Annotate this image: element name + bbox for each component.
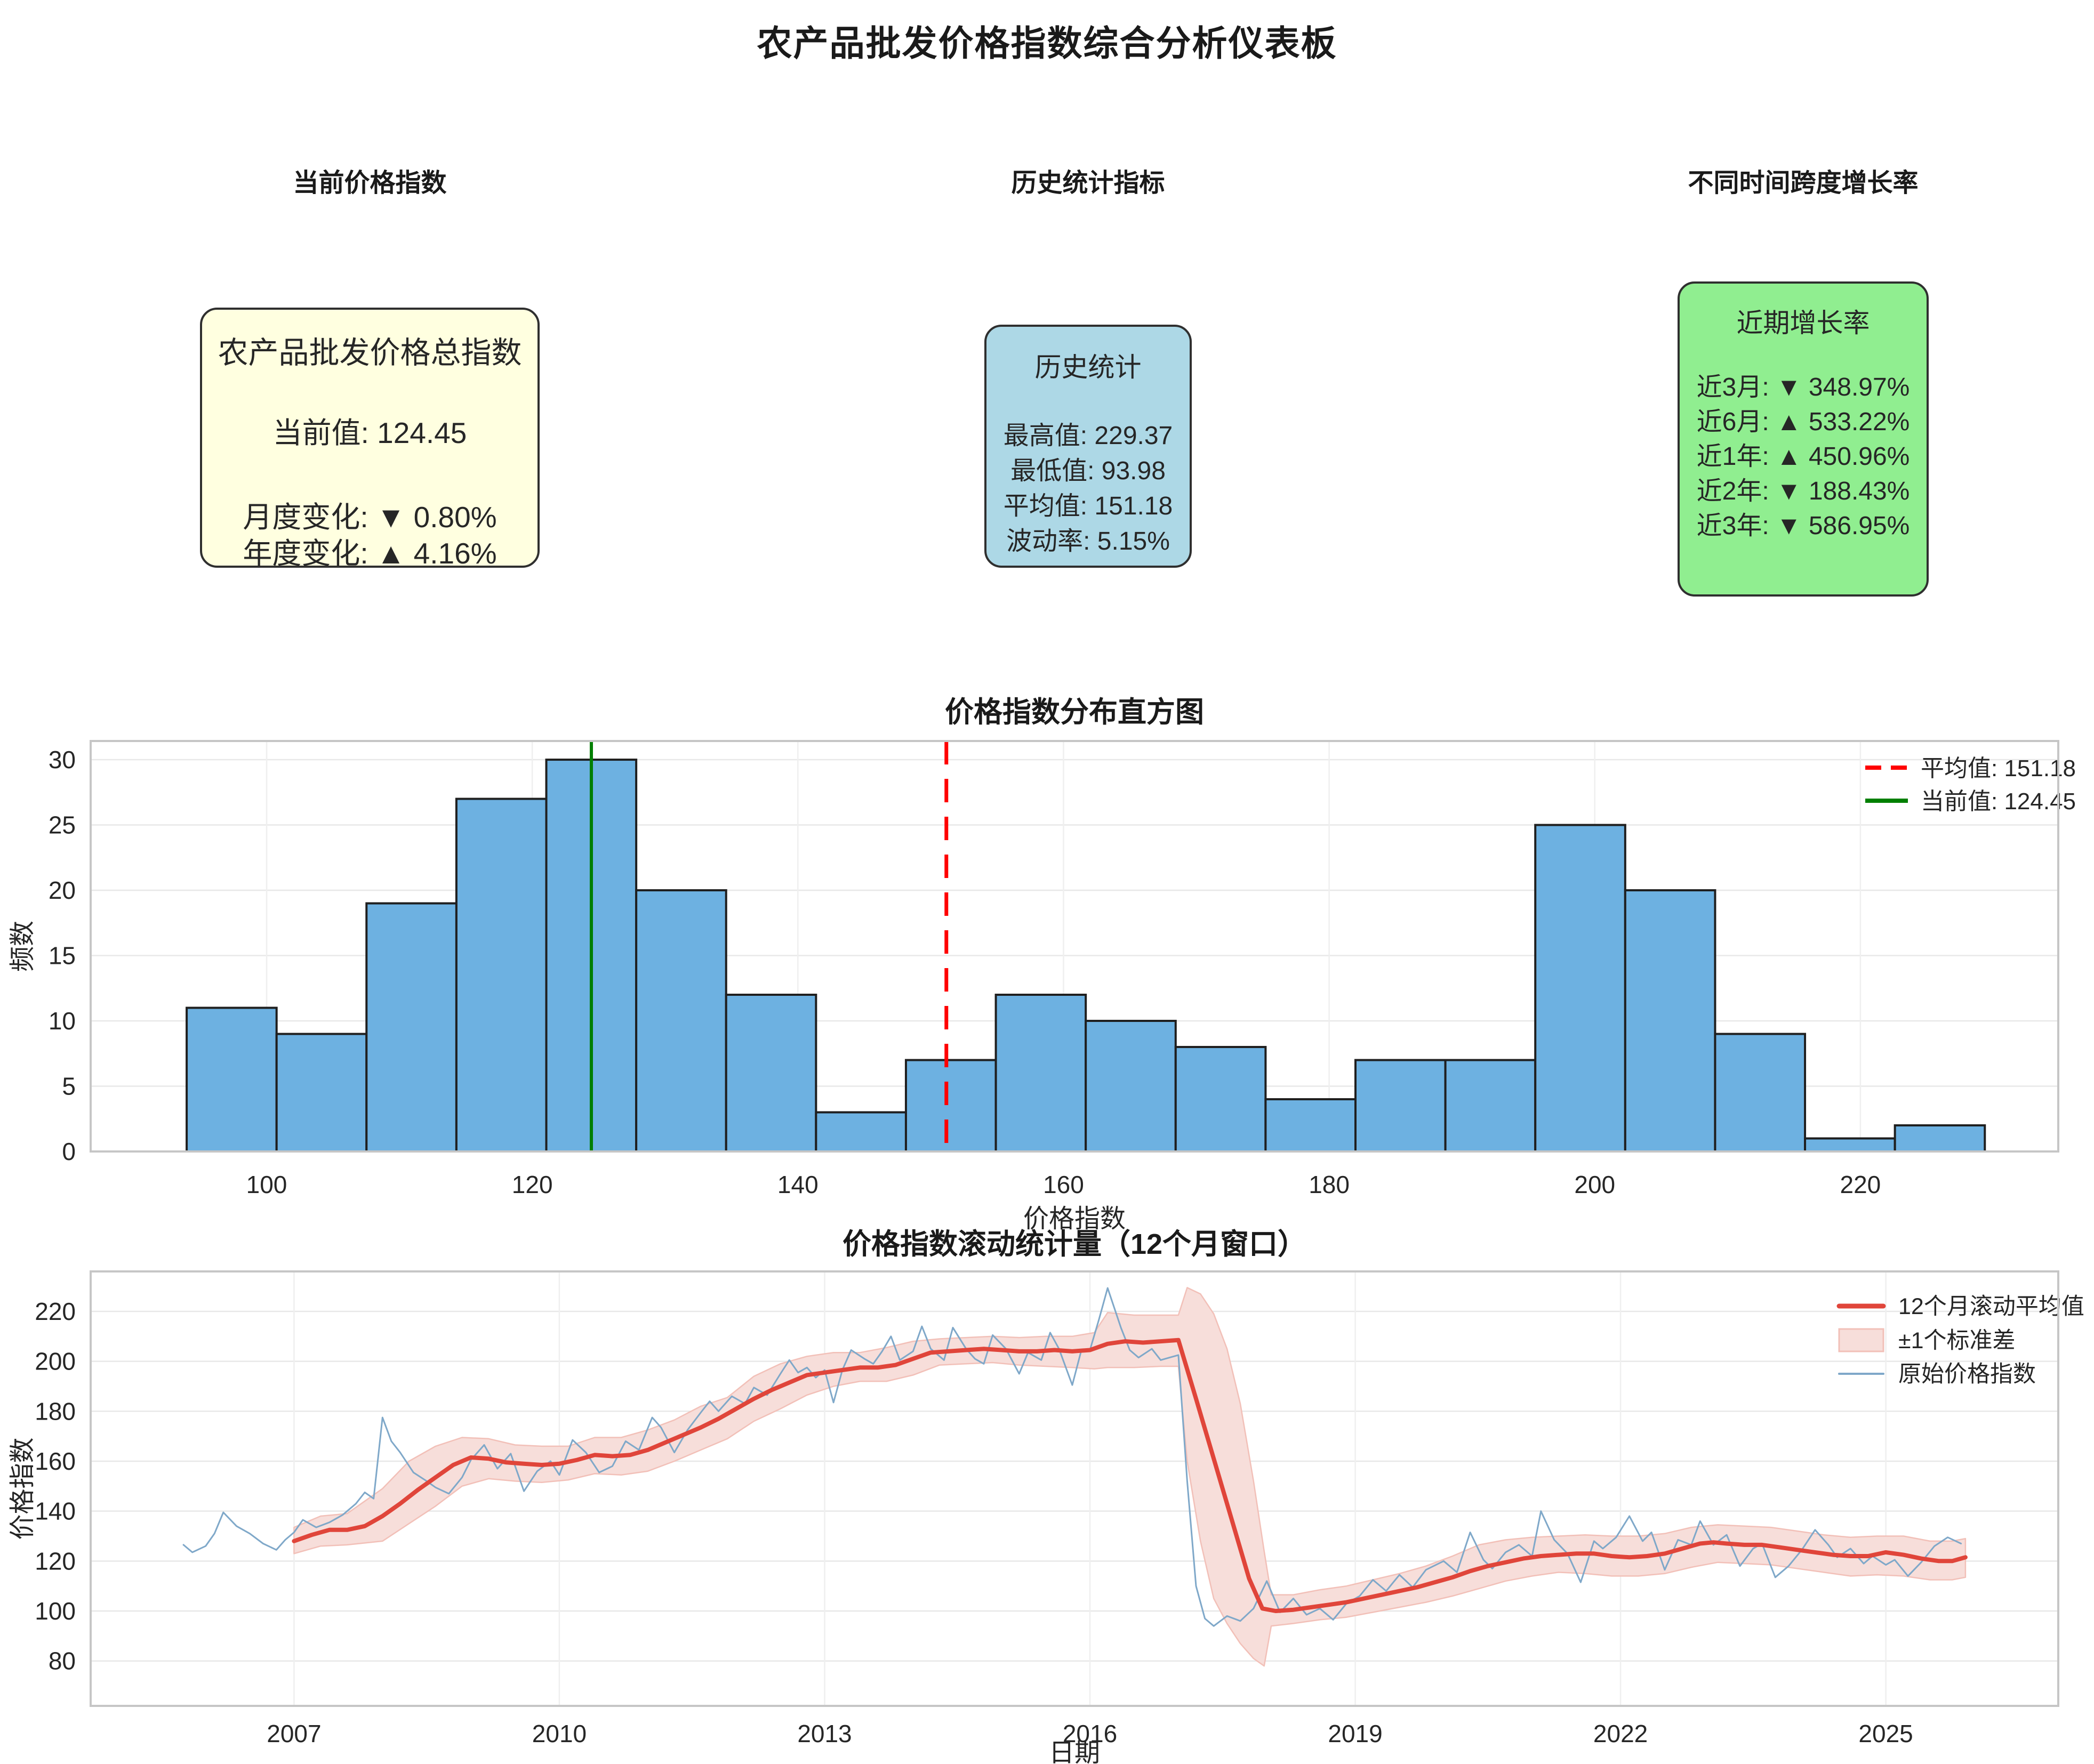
plot-frame <box>90 1270 2059 1707</box>
x-tick-label: 2013 <box>797 1720 852 1747</box>
current-box-title: 农产品批发价格总指数 <box>218 336 522 370</box>
rolling-mean-line <box>292 1338 1968 1613</box>
y-tick-label: 160 <box>35 1447 76 1475</box>
current-index-box: 农产品批发价格总指数 当前值: 124.45 月度变化: ▼ 0.80% 年度变… <box>200 308 540 570</box>
y-tick-label: 180 <box>35 1397 76 1425</box>
growth-row-6m: 近6月: ▲ 533.22% <box>1696 408 1910 436</box>
growth-row-2y: 近2年: ▼ 188.43% <box>1696 477 1910 505</box>
histogram-bar <box>904 1059 997 1153</box>
legend: 平均值: 151.18 当前值: 124.45 <box>1865 755 2076 815</box>
legend-entry-label: 原始价格指数 <box>1898 1362 2036 1387</box>
current-value: 当前值: 124.45 <box>272 416 467 449</box>
y-axis-label: 频数 <box>9 921 37 972</box>
heading-growth-rates: 不同时间跨度增长率 <box>1688 169 1919 197</box>
x-tick-label: 120 <box>512 1171 553 1198</box>
x-tick-label: 220 <box>1840 1171 1881 1198</box>
legend-entry-label: 平均值: 151.18 <box>1921 755 2076 782</box>
stat-row-mean: 平均值: 151.18 <box>1003 492 1173 520</box>
y-tick-label: 25 <box>49 811 76 839</box>
stat-row-max: 最高值: 229.37 <box>1003 422 1173 450</box>
stat-row-min: 最低值: 93.98 <box>1010 457 1166 485</box>
history-rows: 最高值: 229.37 最低值: 93.98 平均值: 151.18 波动率: … <box>986 418 1190 559</box>
growth-rows: 近3月: ▼ 348.97% 近6月: ▲ 533.22% 近1年: ▲ 450… <box>1680 370 1927 543</box>
monthly-change: 月度变化: ▼ 0.80% <box>243 501 497 534</box>
x-tick-label: 2025 <box>1858 1720 1913 1747</box>
plot-frame <box>90 740 2059 1153</box>
heading-current-index: 当前价格指数 <box>293 169 447 197</box>
x-tick-label: 200 <box>1574 1171 1615 1198</box>
y-tick-label: 200 <box>35 1348 76 1375</box>
histogram-bar <box>1714 1033 1807 1153</box>
y-tick-label: 220 <box>35 1298 76 1325</box>
x-axis-label: 日期 <box>1049 1739 1100 1764</box>
history-stats-box: 历史统计 最高值: 229.37 最低值: 93.98 平均值: 151.18 … <box>984 325 1192 568</box>
chart-title: 价格指数分布直方图 <box>945 696 1204 728</box>
x-axis-label: 价格指数 <box>1023 1205 1126 1233</box>
legend-entry-label: ±1个标准差 <box>1898 1328 2016 1354</box>
growth-row-3y: 近3年: ▼ 586.95% <box>1696 512 1910 540</box>
x-tick-label: 2016 <box>1063 1720 1117 1747</box>
histogram-bar <box>635 889 727 1153</box>
page-title: 农产品批发价格指数综合分析仪表板 <box>757 23 1337 63</box>
x-tick-label: 100 <box>246 1171 287 1198</box>
legend-entry-label: 12个月滚动平均值 <box>1898 1294 2084 1319</box>
y-axis-label: 价格指数 <box>9 1437 37 1540</box>
histogram-bar <box>725 994 817 1153</box>
y-tick-label: 15 <box>49 942 76 970</box>
y-tick-label: 0 <box>62 1138 76 1165</box>
y-tick-label: 140 <box>35 1497 76 1525</box>
histogram-bar <box>1894 1124 1986 1153</box>
histogram-bar <box>275 1033 368 1153</box>
x-tick-label: 2010 <box>532 1720 587 1747</box>
histogram-bar <box>1264 1098 1357 1153</box>
history-box-title: 历史统计 <box>1034 352 1142 382</box>
growth-row-1y: 近1年: ▲ 450.96% <box>1696 442 1910 471</box>
grid <box>91 1271 2058 1706</box>
x-tick-label: 2022 <box>1593 1720 1648 1747</box>
raw-index-line <box>182 1287 1962 1627</box>
histogram-bar <box>455 798 548 1153</box>
x-tick-label: 140 <box>777 1171 819 1198</box>
histogram-bar <box>994 994 1087 1153</box>
growth-rates-box: 近期增长率 近3月: ▼ 348.97% 近6月: ▲ 533.22% 近1年:… <box>1678 281 1929 597</box>
y-tick-label: 30 <box>49 746 76 774</box>
growth-box-title: 近期增长率 <box>1736 308 1870 338</box>
x-tick-label: 180 <box>1309 1171 1350 1198</box>
histogram-bar <box>1534 824 1626 1153</box>
histogram-bar <box>1624 889 1716 1153</box>
histogram-bar <box>1174 1046 1267 1153</box>
x-tick-label: 160 <box>1043 1171 1084 1198</box>
growth-row-3m: 近3月: ▼ 348.97% <box>1696 373 1910 401</box>
histogram-bar <box>186 1006 278 1153</box>
x-tick-label: 2019 <box>1328 1720 1382 1747</box>
histogram-bar <box>815 1111 907 1153</box>
chart-title: 价格指数滚动统计量（12个月窗口） <box>843 1228 1306 1260</box>
histogram-bars <box>186 759 1986 1153</box>
x-tick-label: 2007 <box>267 1720 321 1747</box>
yearly-change: 年度变化: ▲ 4.16% <box>243 537 497 570</box>
histogram-bar <box>1804 1137 1896 1153</box>
y-tick-label: 120 <box>35 1547 76 1575</box>
stat-row-volatility: 波动率: 5.15% <box>1006 527 1170 555</box>
heading-history-stats: 历史统计指标 <box>1011 169 1165 197</box>
legend-band-sample <box>1838 1328 1884 1352</box>
histogram-bar <box>365 902 458 1153</box>
reference-lines <box>590 741 949 1151</box>
y-tick-label: 80 <box>49 1647 76 1675</box>
legend-entry-label: 当前值: 124.45 <box>1921 788 2076 815</box>
histogram-bar <box>1085 1020 1177 1153</box>
y-tick-label: 100 <box>35 1597 76 1625</box>
y-tick-label: 5 <box>62 1073 76 1100</box>
histogram-bar <box>1444 1059 1537 1153</box>
y-tick-label: 20 <box>49 876 76 904</box>
histogram-bar <box>1354 1059 1447 1153</box>
std-band <box>293 1287 1967 1667</box>
histogram-chart: 平均值: 151.18 当前值: 124.45 0 5 10 15 20 25 30 100 120… <box>9 696 2076 1233</box>
y-tick-label: 10 <box>49 1007 76 1035</box>
